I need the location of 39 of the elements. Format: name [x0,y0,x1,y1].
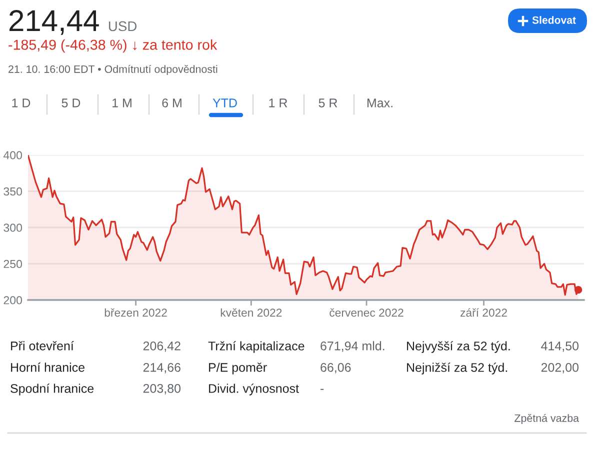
text: 1 D [12,98,30,108]
x-tick-label: květen 2022 [220,308,282,317]
y-tick-label: 400 [3,151,22,160]
text: 202,00 [541,363,579,374]
y-tick-label: 300 [4,224,22,232]
text: Horní hranice [11,362,84,372]
x-tick-label: září 2022 [460,308,507,317]
text: 21. 10. 16:00 EDT • Odmítnutí odpovědnosti [8,64,218,76]
text: 206,42 [143,342,180,352]
text: 214,66 [143,363,180,374]
x-tick-label: červenec 2022 [330,308,404,317]
text: 671,94 mld. [320,341,384,352]
text: Při otevření [11,341,74,350]
text: Divid. výnosnost [209,384,299,396]
chart-title: 214,44 [10,10,99,35]
y-tick-label: 200 [4,296,22,304]
text: 203,80 [143,384,181,394]
text: - [320,388,324,390]
y-tick-label: 350 [4,187,22,196]
text: USD [108,21,137,32]
text: 6 M [162,98,182,108]
text: Max. [367,98,392,108]
text: 1 M [112,98,132,108]
x-tick-label: březen 2022 [104,308,167,317]
text: 5 R [318,98,338,108]
y-tick-label: 250 [4,260,22,268]
text: 414,50 [541,342,579,352]
chart-subtitle: -185,49 (-46,38 %) ↓ za tento rok [8,39,218,53]
text: Zpětná vazba [514,414,580,424]
text: Tržní kapitalizace [208,341,304,353]
text: YTD [212,98,237,108]
text: 5 D [62,98,80,108]
text: Nejnižší za 52 týd. [407,362,507,374]
text: Nejvyšší za 52 týd. [407,341,510,353]
text: Sledovat [532,16,576,24]
text: 1 R [269,98,288,108]
text: 66,06 [320,363,351,374]
text: P/E poměr [209,362,267,374]
text: Spodní hranice [10,384,94,396]
